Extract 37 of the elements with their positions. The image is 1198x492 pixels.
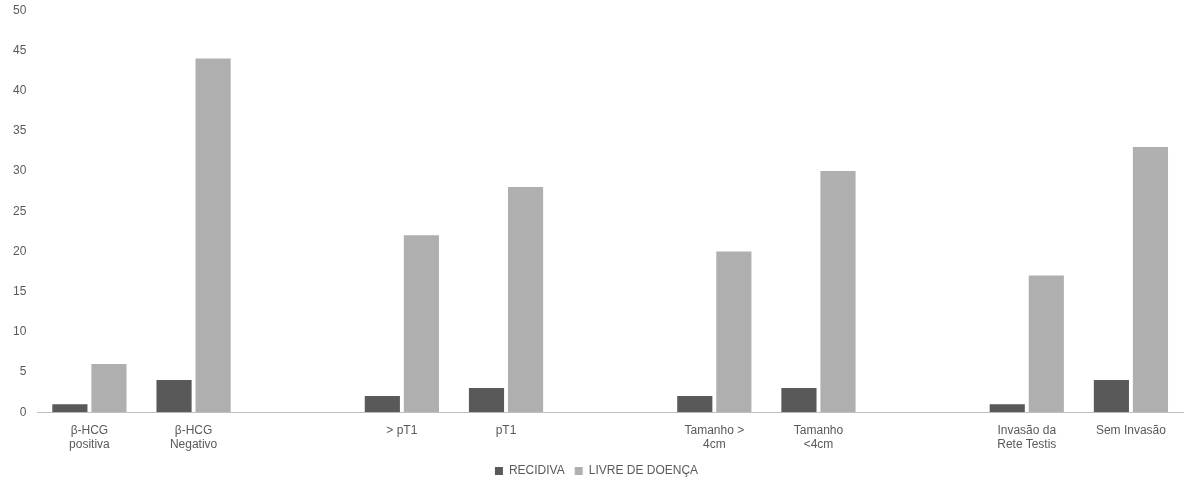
y-tick-label: 30 xyxy=(12,163,27,178)
bar xyxy=(364,396,400,413)
y-tick-label: 5 xyxy=(19,364,27,379)
y-tick-label: 40 xyxy=(12,82,27,97)
bar xyxy=(1132,146,1169,413)
bar xyxy=(91,363,127,413)
x-tick-label: β-HCG Negativo xyxy=(169,422,218,452)
y-tick-label: 20 xyxy=(12,243,27,258)
bar xyxy=(677,396,713,413)
bar xyxy=(820,171,856,413)
y-tick-label: 35 xyxy=(12,123,27,138)
bar xyxy=(52,404,88,413)
x-tick-label: Sem Invasão xyxy=(1095,422,1167,437)
x-tick-label: Tamanho > 4cm xyxy=(684,422,745,452)
legend-label: LIVRE DE DOENÇA xyxy=(588,463,699,478)
x-tick-label: > pT1 xyxy=(386,422,418,437)
bar xyxy=(716,251,752,413)
bar xyxy=(989,404,1025,413)
bar xyxy=(156,380,192,413)
y-tick-label: 45 xyxy=(12,42,27,57)
y-tick-label: 10 xyxy=(12,324,27,339)
y-tick-label: 25 xyxy=(12,203,27,218)
y-tick-label: 0 xyxy=(19,404,27,419)
bar xyxy=(507,187,544,413)
bar xyxy=(468,388,505,413)
x-tick-label: Tamanho <4cm xyxy=(793,422,844,452)
y-tick-label: 15 xyxy=(12,283,27,298)
x-tick-label: Invasão da Rete Testis xyxy=(997,422,1057,452)
bar xyxy=(1093,380,1129,413)
y-tick-label: 50 xyxy=(12,2,27,17)
bar xyxy=(403,235,439,413)
bar xyxy=(781,388,817,413)
bar xyxy=(195,58,231,413)
x-tick-label: pT1 xyxy=(495,422,517,437)
bar xyxy=(1028,275,1064,413)
legend-label: RECIDIVA xyxy=(508,463,565,478)
x-tick-label: β-HCG positiva xyxy=(69,422,111,452)
